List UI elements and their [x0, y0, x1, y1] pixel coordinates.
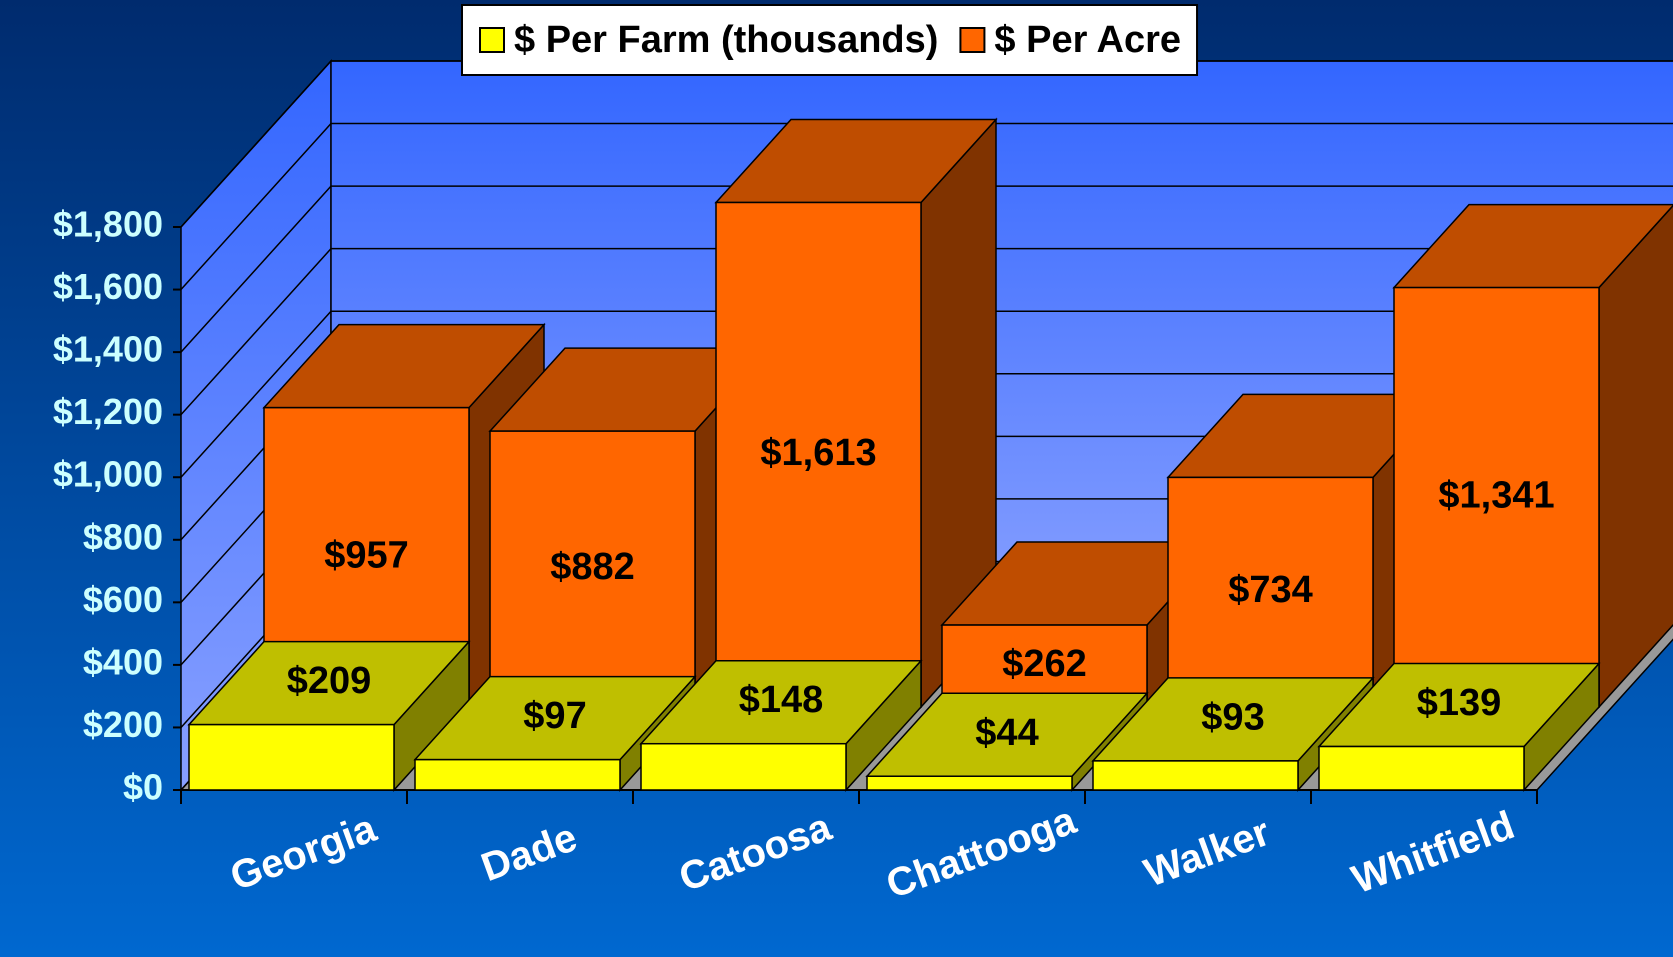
bar-side: [1598, 204, 1673, 709]
value-label: $957: [324, 534, 409, 576]
bar: [1392, 203, 1673, 709]
legend-swatch: [959, 27, 986, 53]
grid-line: [180, 247, 1673, 416]
x-tick-label: Chattooga: [881, 798, 1083, 907]
bar-front: [1393, 286, 1600, 708]
bar-front: [1092, 760, 1299, 791]
value-label: $882: [550, 546, 635, 588]
grid-line: [180, 60, 1673, 228]
x-tick-label: Georgia: [225, 806, 383, 899]
bar-front: [1167, 476, 1374, 708]
bar: [187, 639, 471, 792]
value-label: $44: [975, 712, 1038, 754]
y-tick-label: $400: [83, 641, 163, 682]
bar: [714, 117, 998, 709]
value-label: $139: [1417, 682, 1502, 724]
grid-line: [180, 310, 1673, 478]
value-label: $93: [1201, 696, 1264, 738]
y-tick-label: $0: [123, 767, 163, 808]
legend-swatch: [479, 27, 505, 53]
y-tick-label: $200: [83, 704, 163, 745]
value-label: $97: [523, 695, 586, 737]
y-tick-label: $600: [83, 579, 163, 620]
bar-front: [640, 742, 847, 791]
legend-label: $ Per Farm (thousands): [514, 19, 938, 61]
y-tick-label: $1,600: [53, 266, 163, 307]
bar: [1091, 675, 1375, 792]
value-label: $148: [739, 679, 824, 721]
grid-line: [180, 185, 1673, 353]
y-tick-label: $1,400: [53, 329, 163, 370]
bar-front: [866, 775, 1073, 791]
bar: [1317, 661, 1601, 792]
x-tick-label: Catoosa: [673, 805, 837, 901]
bar: [639, 658, 923, 792]
bar-front: [715, 201, 922, 708]
bar-front: [489, 430, 696, 708]
legend: $ Per Farm (thousands) $ Per Acre: [461, 4, 1199, 76]
bar-front: [1318, 745, 1525, 791]
legend-label: $ Per Acre: [994, 19, 1181, 61]
bar-front: [414, 758, 621, 791]
value-label: $734: [1228, 569, 1313, 611]
y-tick-label: $800: [83, 516, 163, 557]
x-tick-label: Whitfield: [1346, 803, 1520, 902]
legend-box: [461, 4, 1199, 76]
value-label: $262: [1002, 643, 1087, 685]
y-tick-label: $1,200: [53, 391, 163, 432]
y-tick-label: $1,800: [53, 204, 163, 245]
value-label: $1,341: [1438, 474, 1554, 516]
bar-front: [188, 723, 395, 791]
y-tick-label: $1,000: [53, 454, 163, 495]
value-label: $209: [287, 660, 372, 702]
value-label: $1,613: [760, 432, 876, 474]
grid-line: [180, 122, 1673, 291]
x-tick-label: Dade: [476, 815, 583, 890]
x-tick-label: Walker: [1139, 810, 1276, 896]
bar: [1166, 392, 1450, 709]
